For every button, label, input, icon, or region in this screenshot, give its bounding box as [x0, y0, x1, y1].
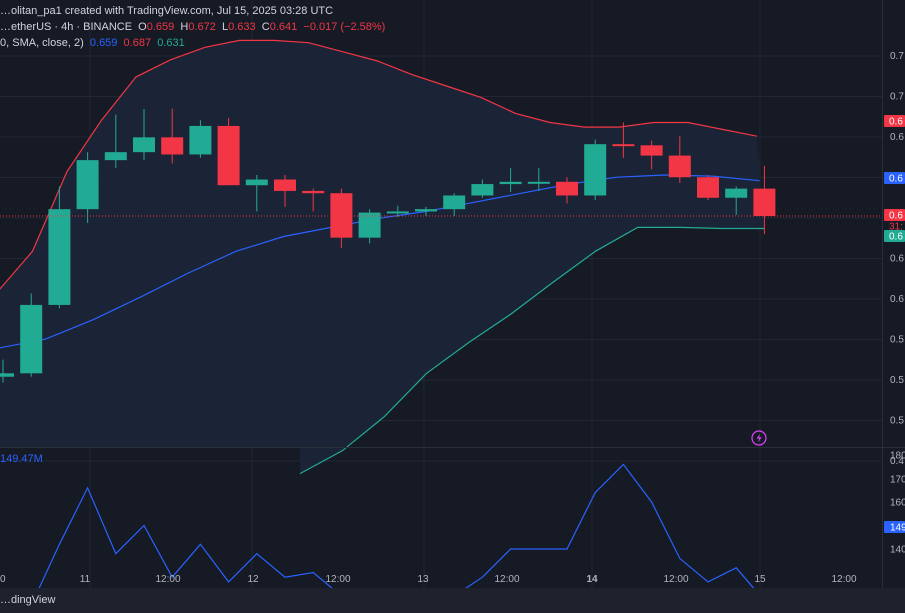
open-value: 0.659 [146, 21, 175, 33]
candle-body [725, 188, 748, 198]
candle-body [133, 137, 155, 153]
time-axis-label: 15 [754, 574, 766, 585]
candles [0, 108, 776, 383]
time-axis-label: 12:00 [663, 574, 688, 585]
price-axis-label: 0.6 [890, 254, 904, 265]
volume-axis-label: 160 [890, 498, 905, 509]
price-tag-box [884, 230, 905, 242]
bollinger-lower-value: 0.631 [157, 37, 185, 49]
price-tag-box [884, 115, 905, 127]
price-tag-box [884, 209, 905, 221]
bollinger-band-fill [0, 40, 765, 474]
candle-body [274, 179, 296, 191]
open-label: O [138, 21, 147, 33]
chart-header-ohlc: …etherUS · 4h · BINANCE O0.659 H0.672 L0… [0, 21, 385, 33]
time-axis-label: 13 [417, 574, 429, 585]
volume-axis-label: 170 [890, 475, 905, 486]
high-label: H [180, 21, 189, 33]
time-axis-label: 12:00 [494, 574, 519, 585]
candle-body [415, 209, 437, 212]
price-axis-label: 0.5 [890, 416, 904, 427]
candle-body [302, 190, 325, 194]
change-value: −0.017 (−2.58%) [303, 21, 386, 33]
header-title: …olitan_pa1 created with TradingView.com… [0, 5, 334, 17]
candle-body [161, 137, 184, 155]
close-label: C [261, 21, 270, 33]
bollinger-upper-value: 0.687 [123, 37, 152, 49]
time-axis-label: 12:00 [155, 574, 180, 585]
candle-body [753, 188, 776, 216]
candle-body [358, 212, 381, 238]
price-axis-label: 0.4 [890, 456, 904, 467]
volume-axis-label: 180 [890, 451, 905, 462]
candle-body [499, 181, 522, 185]
time-axis-label: 12:00 [325, 574, 350, 585]
candle-body [104, 152, 127, 161]
chart-header-title: …olitan_pa1 created with TradingView.com… [0, 5, 333, 17]
time-axis-label: 12:00 [831, 574, 856, 585]
time-axis-label: 00 [0, 574, 6, 585]
candle-body [697, 177, 719, 198]
time-axis-label: 11 [80, 574, 91, 585]
candle-body [76, 160, 99, 210]
price-axis-label: 0.7 [890, 51, 904, 62]
price-tag-label: 0.6 [889, 117, 903, 128]
close-value: 0.641 [269, 21, 298, 33]
price-axis-label: 0.6 [890, 294, 904, 305]
price-axis-label: 0.7 [890, 92, 904, 103]
candle-body [245, 179, 268, 186]
price-axis-label: 0.5 [890, 375, 904, 386]
tradingview-brand[interactable]: …dingView [0, 594, 56, 606]
price-tag-label: 31: [889, 222, 903, 233]
symbol-label[interactable]: …etherUS · 4h · BINANCE [0, 21, 133, 33]
candle-body [668, 155, 691, 178]
footer-bar: …dingView [0, 588, 905, 613]
candle-body [48, 209, 71, 305]
price-axis-label: 0.6 [890, 132, 904, 143]
candle-body [527, 181, 550, 184]
candle-body [556, 181, 578, 196]
flash-icon[interactable] [751, 430, 767, 446]
candle-body [217, 125, 240, 186]
candle-body [189, 125, 212, 155]
low-label: L [222, 21, 229, 33]
bollinger-settings-label[interactable]: 0, SMA, close, 2) [0, 37, 84, 49]
axis-labels: 0.7 0.7 0.6 0.6 0.6 0.6 0.6 0.5 0.5 0.5 0.4 0.6 0.6 0… [0, 51, 905, 585]
time-axis-label: 14 [586, 574, 598, 585]
bollinger-basis-value: 0.659 [89, 37, 118, 49]
volume-axis-label: 149 [890, 523, 905, 534]
candle-body [640, 145, 663, 156]
bollinger-upper-line [0, 39, 758, 290]
candle-body [386, 211, 409, 214]
price-axis-label: 0.5 [890, 335, 904, 346]
price-tag-label: 0.6 [889, 174, 903, 185]
price-tag-label: 0.6 [889, 211, 903, 222]
time-axis-label: 12 [247, 574, 259, 585]
candle-body [443, 195, 466, 210]
bollinger-lower-line [299, 226, 765, 475]
candle-body [330, 193, 353, 238]
high-value: 0.672 [188, 21, 216, 33]
candle-body [471, 184, 494, 196]
volume-tag-box [884, 521, 905, 533]
volume-axis-label: 140 [890, 545, 905, 556]
candle-body [584, 144, 607, 196]
candle-body [612, 144, 635, 147]
bollinger-legend: 0, SMA, close, 2) 0.659 0.687 0.631 [0, 37, 185, 49]
candle-body [20, 304, 43, 374]
price-tag-box [884, 172, 905, 184]
volume-legend: 149.47M [0, 453, 43, 465]
low-value: 0.633 [228, 21, 256, 33]
volume-value: 149.47M [0, 453, 43, 465]
candle-body [0, 373, 14, 377]
price-tag-label: 0.6 [889, 232, 903, 243]
